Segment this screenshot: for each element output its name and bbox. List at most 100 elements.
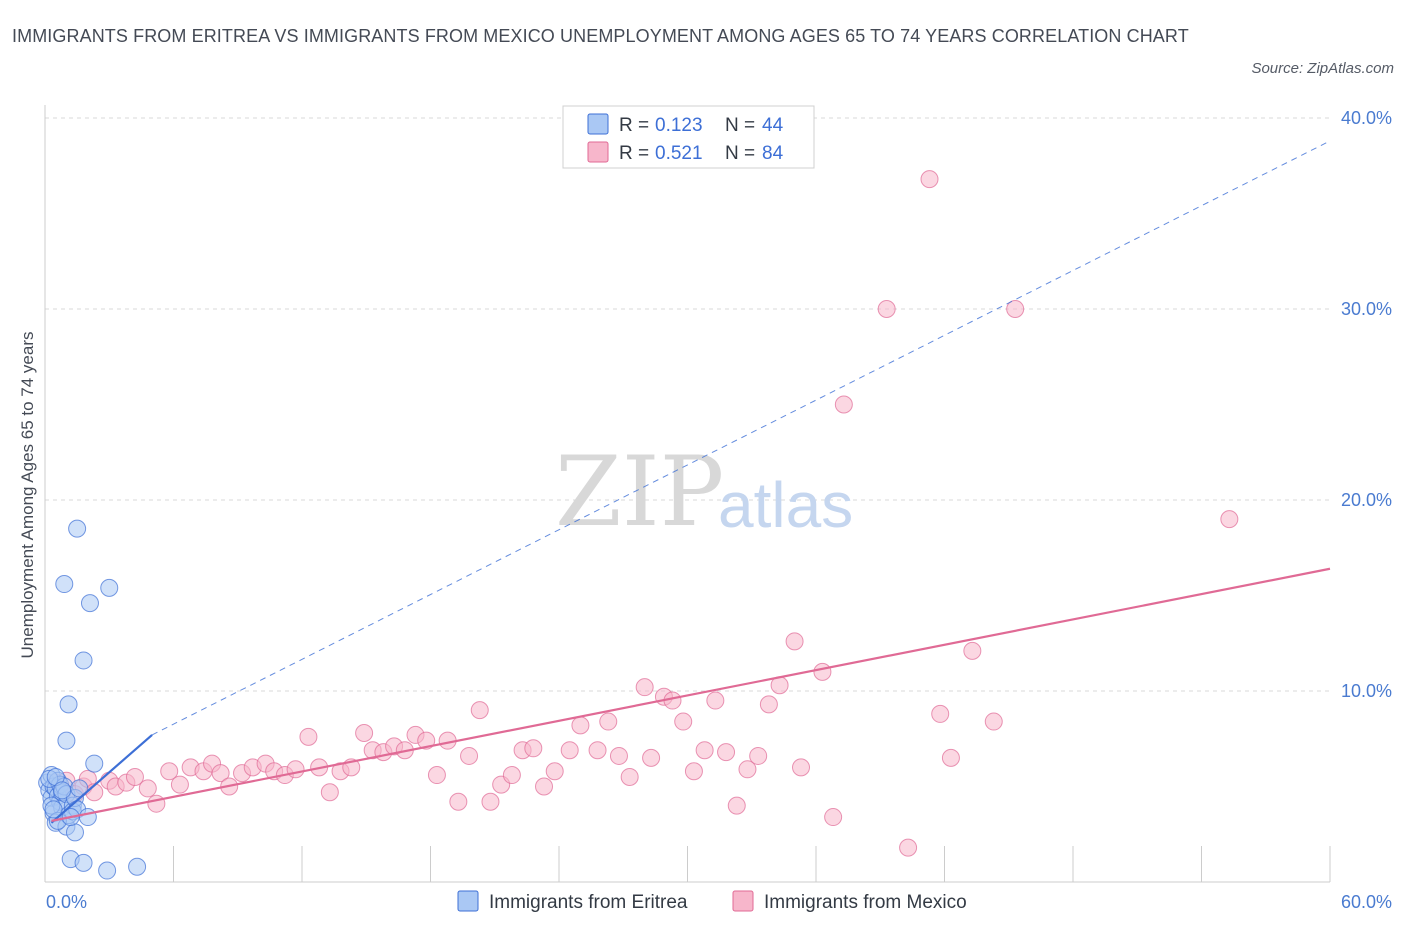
data-point-mexico <box>502 766 521 785</box>
data-point-mexico <box>524 739 543 758</box>
data-point-mexico <box>609 746 628 765</box>
bottom-legend-swatch-eritrea <box>457 890 479 912</box>
data-point-mexico <box>785 632 804 651</box>
y-tick-label: 30.0% <box>1341 299 1392 319</box>
data-point-mexico <box>1220 510 1239 529</box>
data-point-eritrea <box>57 731 76 750</box>
data-point-mexico <box>920 170 939 189</box>
x-tick-label-left: 0.0% <box>46 892 87 912</box>
trend-line-dashed-eritrea <box>151 140 1331 736</box>
grid-lines <box>45 117 1330 692</box>
data-point-mexico <box>1006 300 1025 318</box>
data-point-mexico <box>138 779 157 798</box>
data-point-eritrea <box>53 781 72 800</box>
data-point-mexico <box>674 712 693 731</box>
data-point-mexico <box>695 741 714 760</box>
watermark-atlas: atlas <box>718 469 853 541</box>
data-point-mexico <box>877 300 896 318</box>
bottom-legend-label-mexico: Immigrants from Mexico <box>764 892 967 913</box>
legend-r-value-mexico: 0.521 <box>655 143 703 164</box>
data-point-eritrea <box>59 695 78 714</box>
bottom-legend: Immigrants from Eritrea Immigrants from … <box>457 890 967 913</box>
data-point-mexico <box>813 662 832 681</box>
data-point-mexico <box>931 704 950 723</box>
data-point-mexico <box>834 395 853 414</box>
legend-box: R = 0.123 N = 44 R = 0.521 N = 84 <box>562 105 815 169</box>
x-tick-label-right: 60.0% <box>1341 892 1392 912</box>
legend-swatch-eritrea <box>587 113 609 135</box>
data-point-mexico <box>984 712 1003 731</box>
data-point-mexico <box>560 741 579 760</box>
data-point-mexico <box>427 766 446 785</box>
data-point-mexico <box>717 743 736 762</box>
data-point-mexico <box>417 731 436 750</box>
legend-r-label-mexico: R = <box>619 143 649 164</box>
data-point-eritrea <box>98 861 117 880</box>
data-point-mexico <box>211 764 230 783</box>
data-point-mexico <box>299 727 318 746</box>
watermark: ZIP atlas <box>555 436 853 548</box>
legend-swatch-mexico <box>587 141 609 163</box>
chart-source: Source: ZipAtlas.com <box>1251 60 1394 77</box>
scatter-points <box>38 170 1239 880</box>
data-point-mexico <box>620 767 639 786</box>
data-point-mexico <box>642 748 661 767</box>
data-point-mexico <box>470 701 489 720</box>
data-point-mexico <box>481 792 500 811</box>
data-point-mexico <box>759 695 778 714</box>
y-tick-label: 20.0% <box>1341 490 1392 510</box>
axes <box>44 105 1331 883</box>
data-point-mexico <box>727 796 746 815</box>
tick-labels: 10.0% 20.0% 30.0% 40.0% 0.0% 60.0% <box>46 108 1392 912</box>
data-point-mexico <box>286 760 305 779</box>
bottom-legend-swatch-mexico <box>732 890 754 912</box>
data-point-eritrea <box>55 575 74 594</box>
data-point-mexico <box>147 794 166 813</box>
data-point-eritrea <box>65 823 84 842</box>
data-point-mexico <box>125 767 144 786</box>
data-point-mexico <box>941 748 960 767</box>
data-point-mexico <box>571 716 590 735</box>
data-point-eritrea <box>80 594 99 613</box>
data-point-mexico <box>635 678 654 697</box>
data-point-mexico <box>706 691 725 710</box>
data-point-eritrea <box>44 800 63 819</box>
data-point-eritrea <box>68 519 87 538</box>
data-point-mexico <box>684 762 703 781</box>
data-point-eritrea <box>78 808 97 827</box>
data-point-mexico <box>599 712 618 731</box>
data-point-eritrea <box>128 857 147 876</box>
bottom-legend-label-eritrea: Immigrants from Eritrea <box>489 892 688 913</box>
y-axis-label: Unemployment Among Ages 65 to 74 years <box>18 332 37 659</box>
data-point-mexico <box>535 777 554 796</box>
data-point-mexico <box>449 792 468 811</box>
legend-r-label-eritrea: R = <box>619 115 649 136</box>
y-tick-label: 10.0% <box>1341 681 1392 701</box>
data-point-mexico <box>170 775 189 794</box>
legend-n-label-eritrea: N = <box>725 115 755 136</box>
data-point-eritrea <box>74 651 93 670</box>
data-point-mexico <box>588 741 607 760</box>
chart-title: IMMIGRANTS FROM ERITREA VS IMMIGRANTS FR… <box>12 26 1189 46</box>
data-point-mexico <box>160 762 179 781</box>
legend-n-label-mexico: N = <box>725 143 755 164</box>
data-point-mexico <box>899 838 918 857</box>
y-tick-label: 40.0% <box>1341 108 1392 128</box>
data-point-mexico <box>460 746 479 765</box>
data-point-eritrea <box>100 578 119 597</box>
data-point-mexico <box>545 762 564 781</box>
data-point-mexico <box>749 746 768 765</box>
data-point-eritrea <box>74 853 93 872</box>
data-point-eritrea <box>70 779 89 798</box>
legend-n-value-eritrea: 44 <box>762 115 784 136</box>
data-point-mexico <box>824 808 843 827</box>
legend-n-value-mexico: 84 <box>762 143 784 164</box>
data-point-mexico <box>320 783 339 802</box>
data-point-mexico <box>792 758 811 777</box>
trend-line-eritrea <box>50 734 153 824</box>
trend-lines <box>50 140 1331 824</box>
watermark-zip: ZIP <box>555 436 724 548</box>
data-point-mexico <box>963 641 982 660</box>
data-point-mexico <box>355 724 374 743</box>
